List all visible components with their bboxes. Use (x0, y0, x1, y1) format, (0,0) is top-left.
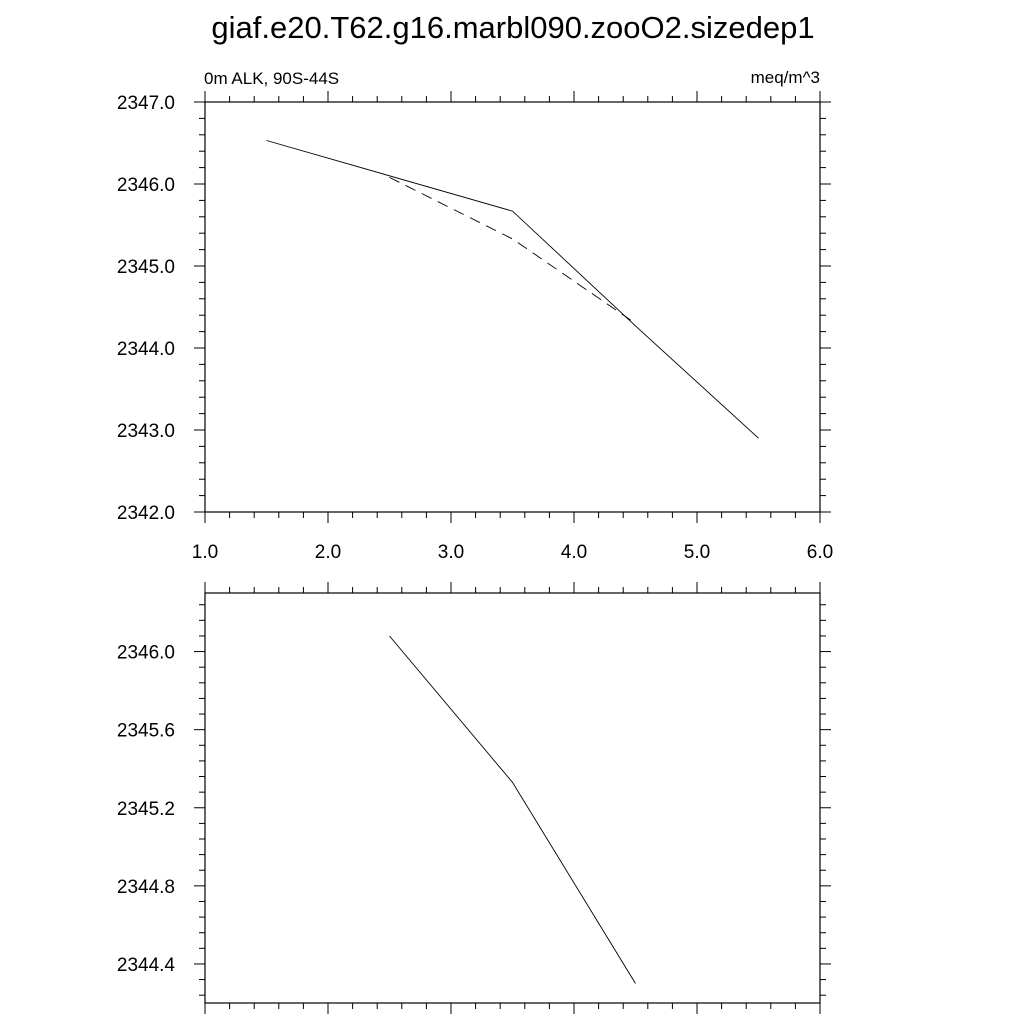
x-tick-label: 3.0 (438, 542, 464, 563)
x-tick-label: 2.0 (315, 542, 341, 563)
y-tick-label: 2345.0 (117, 257, 175, 278)
subtitle-left: 0m ALK, 90S-44S (204, 69, 339, 88)
chart-title: giaf.e20.T62.g16.marbl090.zooO2.sizedep1 (211, 10, 814, 45)
y-tick-label: 2346.0 (117, 643, 175, 664)
y-tick-label: 2347.0 (117, 93, 175, 114)
bottom-panel: 2344.4 2344.8 2345.2 2345.6 2346.0 (117, 582, 831, 1014)
x-tick-label: 1.0 (192, 542, 218, 563)
y-tick-label: 2344.8 (117, 877, 175, 898)
y-tick-label: 2344.0 (117, 339, 175, 360)
plot-frame (204, 592, 821, 1004)
y-tick-label: 2342.0 (117, 503, 175, 524)
y-tick-label: 2343.0 (117, 421, 175, 442)
x-tick-label: 6.0 (807, 542, 833, 563)
plot-frame (204, 101, 821, 513)
y-tick-label: 2345.2 (117, 799, 175, 820)
x-tick-label: 5.0 (684, 542, 710, 563)
series-line-solid (266, 140, 759, 439)
y-tick-label: 2345.6 (117, 721, 175, 742)
subtitle-right: meq/m^3 (751, 68, 820, 87)
x-tick-label: 4.0 (561, 542, 587, 563)
series-line-solid (389, 635, 636, 984)
series-line-dashed (389, 176, 636, 324)
y-tick-label: 2346.0 (117, 175, 175, 196)
y-tick-label: 2344.4 (117, 955, 176, 976)
top-panel: 2342.0 2343.0 2344.0 2345.0 2346.0 2347.0 1.0 2… (117, 91, 833, 563)
